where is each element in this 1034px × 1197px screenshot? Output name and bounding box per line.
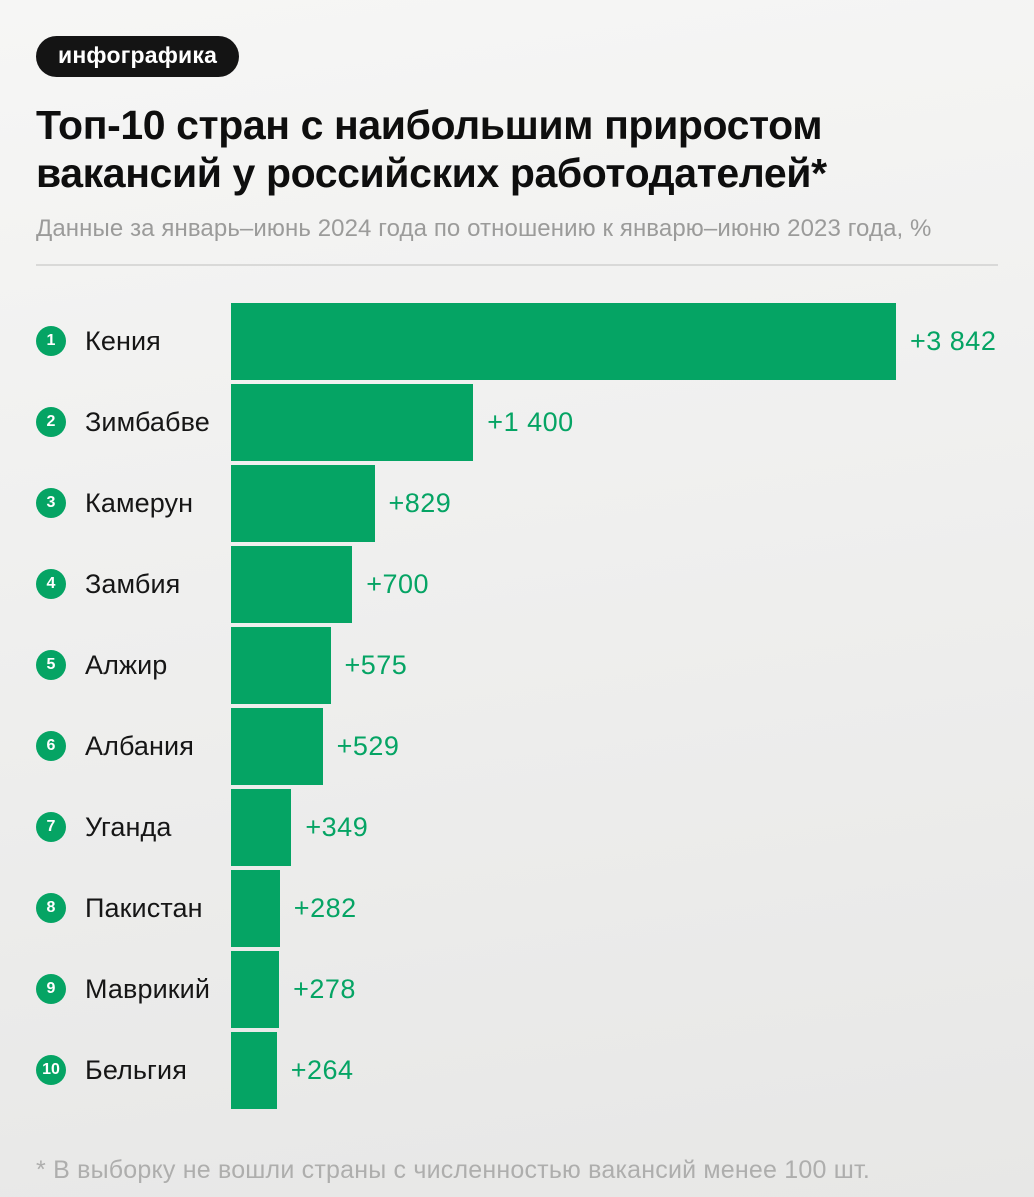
row-header: 10 Бельгия (36, 1055, 231, 1086)
value-label: +1 400 (487, 406, 574, 437)
row-header: 9 Маврикий (36, 974, 231, 1005)
rank-badge: 5 (36, 650, 66, 681)
bar (231, 545, 353, 623)
infographic-badge: инфографика (36, 36, 240, 77)
value-label: +349 (305, 811, 369, 842)
chart-title: Топ-10 стран с наибольшим приростом вака… (36, 102, 827, 197)
chart-row: 5 Алжир +575 (36, 626, 998, 704)
row-header: 1 Кения (36, 326, 231, 357)
row-header: 5 Алжир (36, 650, 231, 681)
chart-row: 10 Бельгия +264 (36, 1031, 998, 1109)
bar (231, 1031, 277, 1109)
chart-row: 6 Албания +529 (36, 707, 998, 785)
row-header: 6 Албания (36, 731, 231, 762)
rank-badge: 2 (36, 407, 66, 438)
bar (231, 788, 292, 866)
row-header: 7 Уганда (36, 812, 231, 843)
rank-badge: 3 (36, 488, 66, 519)
rank-badge: 8 (36, 893, 66, 924)
chart-row: 3 Камерун +829 (36, 464, 998, 542)
country-label: Маврикий (85, 973, 211, 1004)
country-label: Камерун (85, 487, 194, 518)
value-label: +264 (290, 1054, 354, 1085)
bar (231, 626, 331, 704)
country-label: Зимбабве (85, 406, 210, 437)
value-label: +529 (336, 730, 400, 761)
rank-badge: 1 (36, 326, 66, 357)
chart-row: 7 Уганда +349 (36, 788, 998, 866)
bar (231, 383, 474, 461)
value-label: +278 (293, 973, 356, 1004)
chart-row: 2 Зимбабве +1 400 (36, 383, 998, 461)
country-label: Пакистан (85, 892, 203, 923)
chart-subtitle: Данные за январь–июнь 2024 года по отнош… (36, 214, 932, 242)
bar (231, 950, 280, 1028)
bar (231, 869, 280, 947)
bar (231, 464, 375, 542)
value-label: +575 (344, 649, 408, 680)
value-label: +282 (293, 892, 357, 923)
bar-chart: 1 Кения +3 842 2 Зимбабве +1 400 3 Камер… (36, 302, 998, 1109)
chart-row: 1 Кения +3 842 (36, 302, 998, 380)
row-header: 4 Замбия (36, 569, 231, 600)
country-label: Албания (85, 730, 194, 761)
divider-line (36, 263, 998, 266)
country-label: Алжир (85, 649, 168, 680)
rank-badge: 9 (36, 974, 66, 1005)
chart-row: 8 Пакистан +282 (36, 869, 998, 947)
footnote: * В выборку не вошли страны с численност… (36, 1155, 871, 1184)
bar (231, 302, 896, 380)
value-label: +829 (388, 487, 452, 518)
country-label: Бельгия (85, 1054, 187, 1085)
bar (231, 707, 323, 785)
rank-badge: 10 (36, 1055, 66, 1086)
row-header: 8 Пакистан (36, 893, 231, 924)
rank-badge: 4 (36, 569, 66, 600)
country-label: Кения (85, 325, 161, 356)
chart-row: 9 Маврикий +278 (36, 950, 998, 1028)
value-label: +3 842 (910, 325, 997, 356)
row-header: 2 Зимбабве (36, 407, 231, 438)
bar-rows: 1 Кения +3 842 2 Зимбабве +1 400 3 Камер… (36, 302, 998, 1109)
chart-row: 4 Замбия +700 (36, 545, 998, 623)
value-label: +700 (366, 568, 430, 599)
rank-badge: 7 (36, 812, 66, 843)
row-header: 3 Камерун (36, 488, 231, 519)
rank-badge: 6 (36, 731, 66, 762)
country-label: Уганда (85, 811, 172, 842)
country-label: Замбия (85, 568, 181, 599)
